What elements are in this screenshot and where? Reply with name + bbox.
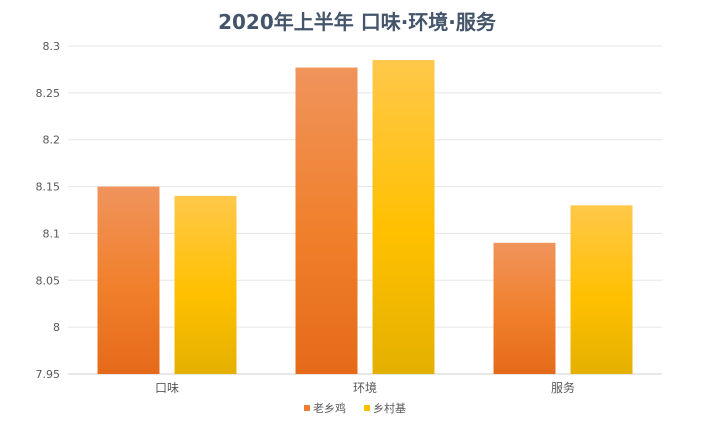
- bars: [97, 60, 633, 375]
- x-tick-label: 口味: [155, 381, 179, 395]
- legend-swatch: [364, 405, 370, 411]
- y-tick-label: 8.05: [36, 274, 61, 287]
- legend-swatch: [304, 405, 310, 411]
- bar-series-b-0: [174, 195, 237, 374]
- y-tick-label: 8: [53, 321, 60, 334]
- bar-series-b-2: [570, 205, 633, 374]
- y-tick-label: 8.25: [36, 87, 61, 100]
- y-tick-label: 8.15: [36, 181, 61, 194]
- legend-label: 乡村基: [373, 401, 406, 415]
- gridlines: [68, 45, 662, 375]
- bar-series-a-1: [295, 67, 358, 374]
- bar-series-a-0: [97, 186, 160, 374]
- bar-series-b-1: [372, 60, 435, 375]
- chart-title: 2020年上半年 口味·环境·服务: [218, 10, 496, 34]
- y-tick-label: 7.95: [36, 368, 61, 381]
- x-tick-label: 环境: [353, 380, 377, 395]
- legend-label: 老乡鸡: [313, 401, 346, 415]
- bar-series-a-2: [493, 242, 556, 374]
- axis-labels: 7.95 8 8.05 8.1 8.15 8.2 8.25 8.3 口味 环境 服务: [36, 40, 576, 395]
- y-tick-label: 8.2: [43, 134, 61, 147]
- legend: 老乡鸡 乡村基: [304, 401, 406, 415]
- y-tick-label: 8.3: [43, 40, 61, 53]
- x-tick-label: 服务: [551, 380, 575, 395]
- y-tick-label: 8.1: [43, 227, 61, 240]
